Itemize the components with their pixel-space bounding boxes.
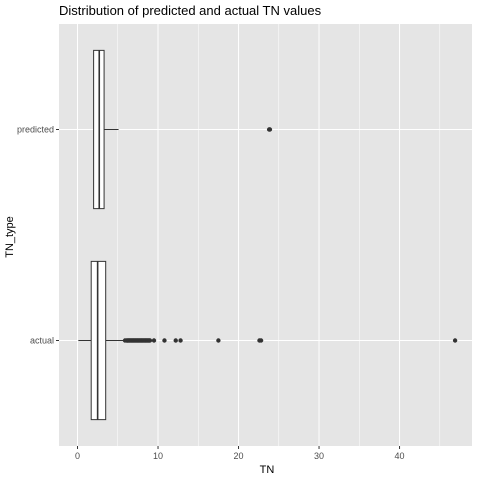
outlier-point [452,338,458,343]
outlier-point [162,338,167,343]
x-tick-label: 0 [75,451,80,461]
outlier-point [267,127,273,132]
outlier-point [216,338,221,343]
plot-panel [59,24,472,446]
outlier-point [258,338,264,343]
x-tick-label: 40 [395,451,405,461]
outlier-point [151,338,157,343]
x-axis-title: TN [260,464,275,476]
x-axis: 0 10 20 30 40 [75,446,405,461]
x-tick-label: 20 [234,451,244,461]
panel-background [59,24,472,446]
chart-title: Distribution of predicted and actual TN … [59,3,322,18]
boxes [78,49,458,421]
y-tick-label-predicted: predicted [17,125,54,135]
box-predicted [93,49,273,210]
x-tick-label: 30 [314,451,324,461]
outlier-point [178,338,183,343]
y-axis-title: TN_type [4,216,16,258]
x-tick-label: 10 [153,451,163,461]
y-tick-label-actual: actual [30,336,54,346]
box-actual [78,260,458,421]
box-iqr [90,260,107,421]
outlier-point [147,338,153,343]
y-axis: actual predicted [17,125,59,346]
outlier-point [173,338,178,343]
